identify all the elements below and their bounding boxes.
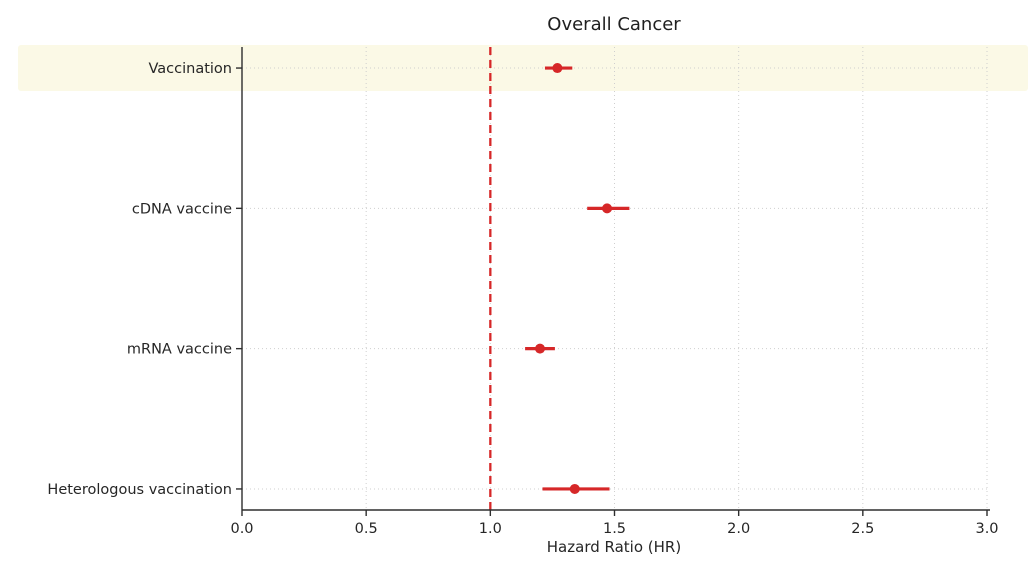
x-axis-label: Hazard Ratio (HR) — [547, 538, 681, 556]
x-tick-label: 2.5 — [851, 521, 874, 537]
data-points-layer — [525, 63, 630, 494]
chart-title: Overall Cancer — [547, 14, 681, 35]
category-label: mRNA vaccine — [127, 342, 232, 358]
hazard-ratio-point — [552, 63, 563, 74]
x-tick-label: 3.0 — [975, 521, 998, 537]
hazard-ratio-point — [569, 483, 580, 494]
axis-labels-layer: 0.0 0.5 1.0 1.5 2.0 2.5 3.0 Vaccination cDNA vac… — [47, 61, 998, 537]
category-label: Heterologous vaccination — [47, 482, 232, 498]
axes-layer — [236, 47, 990, 516]
gridline-layer — [241, 47, 988, 510]
x-tick-label: 2.0 — [727, 521, 750, 537]
category-label: Vaccination — [148, 61, 232, 77]
hazard-ratio-point — [602, 203, 613, 214]
category-label: cDNA vaccine — [132, 201, 232, 217]
hazard-ratio-point — [535, 343, 545, 354]
x-tick-label: 0.5 — [355, 521, 378, 537]
x-tick-label: 1.0 — [479, 521, 502, 537]
x-tick-label: 1.5 — [603, 521, 626, 537]
x-tick-label: 0.0 — [230, 521, 253, 537]
